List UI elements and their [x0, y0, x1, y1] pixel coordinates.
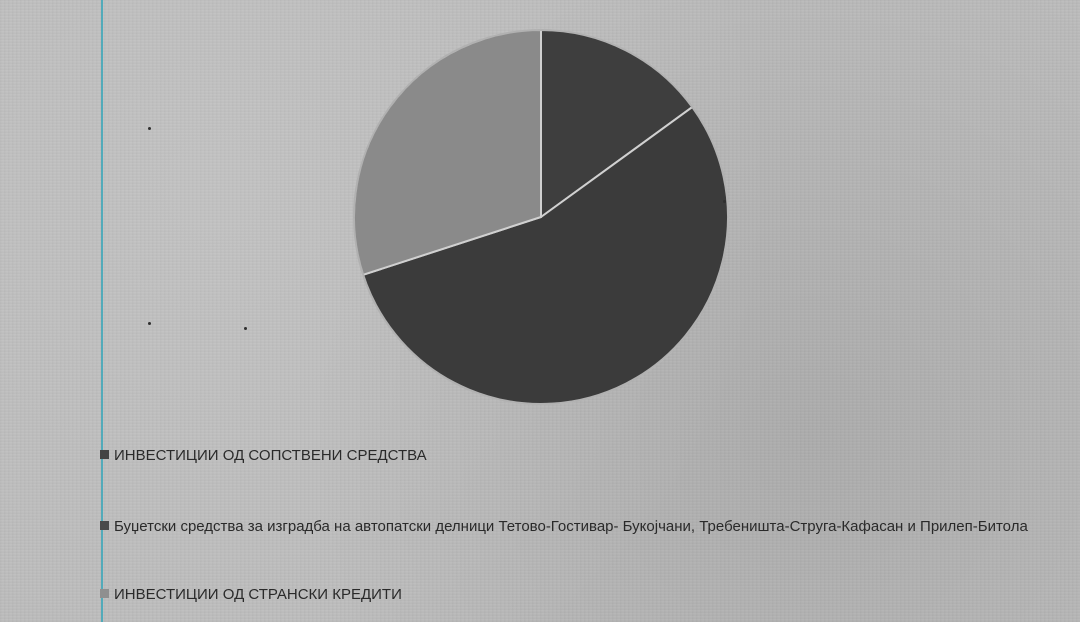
pie-slice-2 [353, 28, 542, 277]
stray-dot [723, 200, 726, 203]
legend-swatch [100, 589, 109, 598]
legend-label: ИНВЕСТИЦИИ ОД СОПСТВЕНИ СРЕДСТВА [114, 447, 427, 464]
legend-item: Буџетски средства за изградба на автопат… [100, 517, 1030, 537]
stray-dot [244, 327, 247, 330]
stray-dot [148, 127, 151, 130]
legend-label: Буџетски средства за изградба на автопат… [114, 518, 1028, 535]
pie-slice-1 [361, 105, 729, 405]
margin-line [101, 0, 103, 622]
stray-dot [148, 322, 151, 325]
legend-label: ИНВЕСТИЦИИ ОД СТРАНСКИ КРЕДИТИ [114, 586, 402, 603]
legend-item: ИНВЕСТИЦИИ ОД СОПСТВЕНИ СРЕДСТВА [100, 446, 1030, 466]
legend-item: ИНВЕСТИЦИИ ОД СТРАНСКИ КРЕДИТИ [100, 585, 1030, 605]
pie-slice-0 [540, 28, 694, 219]
pie-outline [353, 29, 729, 405]
legend-swatch [100, 450, 109, 459]
legend-swatch [100, 521, 109, 530]
